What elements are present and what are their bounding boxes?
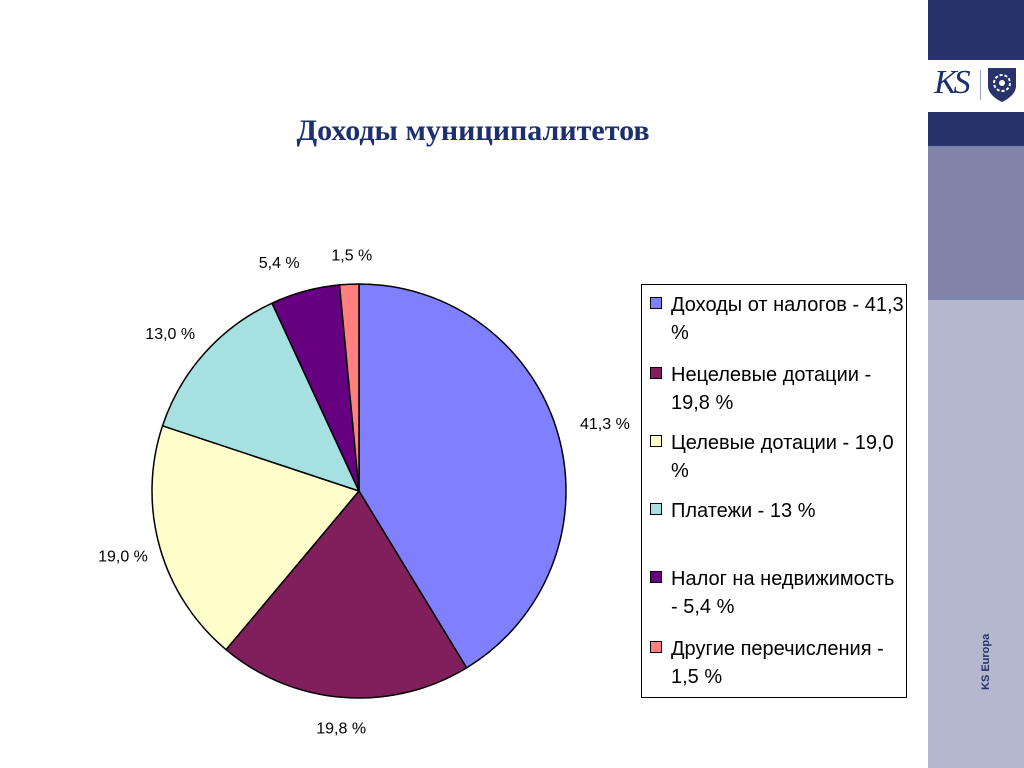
slide: Доходы муниципалитетов 41,3 % 19,8 % 19,0 … bbox=[98, 114, 907, 738]
legend-swatch bbox=[650, 435, 662, 447]
logo-divider bbox=[980, 70, 981, 100]
chart-legend: Доходы от налогов - 41,3 % Нецелевые дот… bbox=[641, 284, 907, 698]
slice-data-label: 5,4 % bbox=[259, 255, 300, 272]
pie-slice bbox=[151, 425, 360, 651]
legend-swatch bbox=[650, 641, 662, 653]
sidebar-band-navy bbox=[928, 112, 1024, 146]
sidebar-band-light bbox=[928, 300, 1024, 768]
legend-label: Другие перечисления - 1,5 % bbox=[671, 638, 884, 688]
slice-data-label: 19,0 % bbox=[98, 549, 148, 566]
ks-logo: KS bbox=[928, 60, 1024, 112]
slice-data-label: 13,0 % bbox=[145, 326, 195, 343]
legend-label: Налог на недвижимость - 5,4 % bbox=[671, 568, 895, 618]
legend-swatch bbox=[650, 571, 662, 583]
shield-icon bbox=[988, 68, 1016, 102]
legend-swatch bbox=[650, 367, 662, 379]
page-title: Доходы муниципалитетов bbox=[296, 114, 650, 147]
pie-slice bbox=[338, 283, 360, 492]
pie-slice bbox=[161, 302, 360, 492]
sidebar-band-top bbox=[928, 0, 1024, 60]
pie-slice bbox=[358, 283, 567, 669]
legend-swatch bbox=[650, 297, 662, 309]
brand-sidebar: KS KS Europa bbox=[928, 0, 1024, 768]
pie-slice bbox=[225, 490, 468, 699]
slice-data-label: 19,8 % bbox=[316, 720, 366, 737]
sidebar-band-mid bbox=[928, 146, 1024, 300]
legend-label: Нецелевые дотации - 19,8 % bbox=[671, 364, 872, 414]
pie-chart: 41,3 % 19,8 % 19,0 % 13,0 % 5,4 % 1,5 % bbox=[98, 247, 630, 737]
legend-label: Платежи - 13 % bbox=[671, 500, 816, 522]
ks-logo-text: KS bbox=[934, 64, 971, 101]
slice-data-label: 1,5 % bbox=[331, 247, 372, 264]
slice-data-label: 41,3 % bbox=[580, 416, 630, 433]
legend-swatch bbox=[650, 503, 662, 515]
legend-label: Целевые дотации - 19,0 % bbox=[671, 432, 894, 482]
legend-label: Доходы от налогов - 41,3 % bbox=[671, 294, 904, 344]
ks-europa-label: KS Europa bbox=[980, 633, 992, 690]
